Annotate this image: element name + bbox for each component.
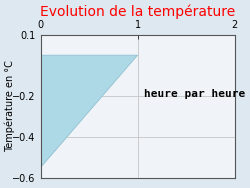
Polygon shape xyxy=(40,55,138,168)
Title: Evolution de la température: Evolution de la température xyxy=(40,4,235,19)
Text: heure par heure: heure par heure xyxy=(144,89,246,99)
Y-axis label: Température en °C: Température en °C xyxy=(4,60,15,152)
